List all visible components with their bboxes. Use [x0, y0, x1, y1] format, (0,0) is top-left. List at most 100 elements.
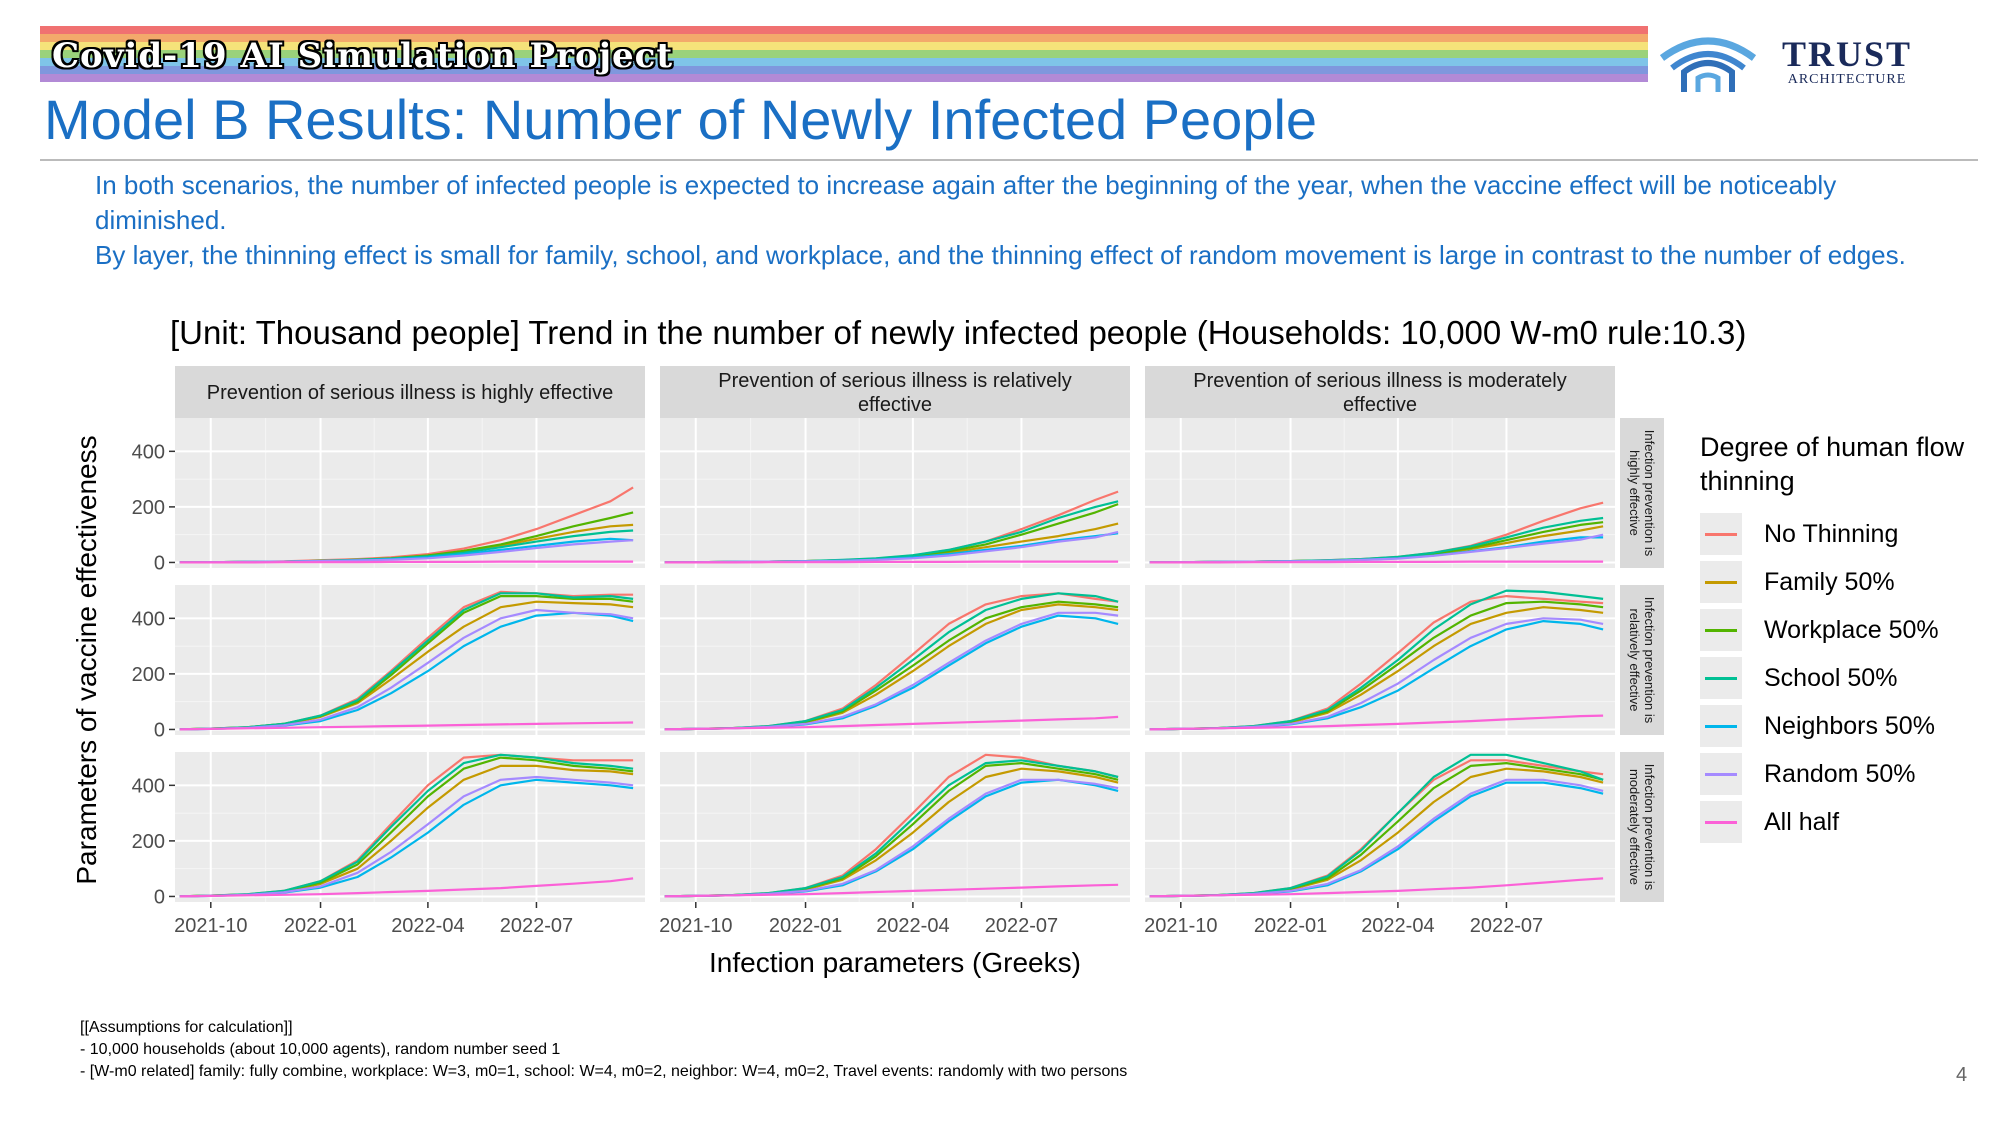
legend-label: Workplace 50%: [1764, 615, 1939, 644]
legend-key: [1700, 561, 1742, 603]
assumptions-line: [[Assumptions for calculation]]: [80, 1019, 293, 1036]
panel-background: [175, 418, 645, 568]
legend-label: Random 50%: [1764, 759, 1916, 788]
y-tick-label: 200: [132, 831, 165, 853]
facet-row-label-line: Infection prevention is: [1642, 597, 1657, 724]
legend-item: All half: [1700, 798, 1970, 846]
legend-label: Neighbors 50%: [1764, 711, 1935, 740]
x-tick-label: 2021-10: [659, 915, 732, 937]
series-line: [664, 715, 1119, 731]
banner-stripe: [40, 26, 1648, 34]
legend-label: Family 50%: [1764, 567, 1895, 596]
panel-background: [1145, 752, 1615, 902]
panel-background: [175, 752, 645, 902]
legend-swatch: [1705, 533, 1737, 536]
y-axis-title: Parameters of vaccine effectiveness: [71, 435, 102, 884]
title-divider: [40, 159, 1978, 161]
panel-background: [660, 585, 1130, 735]
y-tick-label: 400: [132, 608, 165, 630]
panel-background: [1145, 585, 1615, 735]
legend-key: [1700, 609, 1742, 651]
series-line: [1149, 714, 1604, 731]
x-tick-label: 2022-04: [391, 915, 464, 937]
facet-strip: [1620, 752, 1664, 902]
logo-subtitle: ARCHITECTURE: [1787, 72, 1907, 87]
legend-swatch: [1705, 677, 1737, 680]
legend-key: [1700, 513, 1742, 555]
legend-swatch: [1705, 821, 1737, 824]
y-tick-label: 0: [154, 719, 165, 741]
legend-item: Neighbors 50%: [1700, 702, 1970, 750]
facet-strip: [660, 366, 1130, 418]
series-line: [1149, 877, 1604, 898]
x-tick-label: 2022-04: [1361, 915, 1434, 937]
y-tick-label: 0: [154, 886, 165, 908]
facet-row-label-line: Infection prevention is: [1642, 764, 1657, 891]
legend-key: [1700, 753, 1742, 795]
intro-paragraph: By layer, the thinning effect is small f…: [95, 240, 1906, 270]
facet-column-label-line: effective: [858, 394, 932, 416]
page-number: 4: [1956, 1064, 1968, 1086]
logo-name: TRUST: [1782, 34, 1913, 74]
page-title: Model B Results: Number of Newly Infecte…: [44, 88, 1318, 151]
facet-column-label-line: Prevention of serious illness is moderat…: [1193, 370, 1567, 392]
facet-row-label: Infection prevention ishighly effective: [1627, 430, 1657, 557]
facet-row-label: Infection prevention ismoderately effect…: [1627, 764, 1657, 891]
legend-swatch: [1705, 629, 1737, 632]
banner-stripe: [40, 66, 1648, 74]
x-tick-label: 2022-07: [1470, 915, 1543, 937]
panel-background: [660, 418, 1130, 568]
series-line: [664, 883, 1119, 898]
facet-column-label-line: Prevention of serious illness is highly …: [207, 382, 614, 404]
facet-row-label-line: relatively effective: [1627, 608, 1642, 711]
x-tick-label: 2022-07: [985, 915, 1058, 937]
legend-item: No Thinning: [1700, 510, 1970, 558]
legend-key: [1700, 705, 1742, 747]
facet-strip: [1145, 366, 1615, 418]
legend-key: [1700, 657, 1742, 699]
facet-column-label: Prevention of serious illness is moderat…: [1193, 370, 1567, 416]
banner-stripe: [40, 42, 1648, 50]
legend-title: Degree of human flow thinning: [1700, 432, 1965, 496]
panel-background: [1145, 418, 1615, 568]
legend-label: School 50%: [1764, 663, 1898, 692]
series-line: [179, 877, 634, 898]
legend-item: Family 50%: [1700, 558, 1970, 606]
rainbow-banner: [40, 26, 1648, 90]
facet-column-label-line: Prevention of serious illness is relativ…: [718, 370, 1072, 392]
y-tick-label: 400: [132, 441, 165, 463]
assumptions-line: - [W-m0 related] family: fully combine, …: [80, 1063, 1128, 1080]
chart-legend: Degree of human flow thinning No Thinnin…: [1700, 430, 1970, 846]
y-tick-label: 400: [132, 775, 165, 797]
intro-paragraph: In both scenarios, the number of infecte…: [95, 170, 1837, 235]
series-line: [179, 721, 634, 731]
x-tick-label: 2022-01: [769, 915, 842, 937]
x-tick-label: 2022-04: [876, 915, 949, 937]
y-tick-label: 200: [132, 497, 165, 519]
facet-row-label-line: highly effective: [1627, 450, 1642, 536]
facet-row-label: Infection prevention isrelatively effect…: [1627, 597, 1657, 724]
y-tick-label: 200: [132, 664, 165, 686]
x-tick-label: 2021-10: [1144, 915, 1217, 937]
faceted-line-chart: Prevention of serious illness is highly …: [71, 366, 1664, 978]
legend-items: No Thinning Family 50% Workplace 50% School…: [1700, 510, 1970, 846]
series-line: [1149, 560, 1604, 564]
x-tick-label: 2022-07: [500, 915, 573, 937]
banner-stripe: [40, 58, 1648, 66]
legend-swatch: [1705, 581, 1737, 584]
facet-column-label: Prevention of serious illness is highly …: [207, 382, 614, 404]
y-tick-label: 0: [154, 552, 165, 574]
legend-label: All half: [1764, 807, 1840, 836]
trust-architecture-logo-icon: [1659, 37, 1757, 92]
intro-text: In both scenarios, the number of infecte…: [95, 168, 1925, 273]
assumptions-note: [[Assumptions for calculation]] - 10,000…: [80, 1017, 1127, 1083]
legend-swatch: [1705, 725, 1737, 728]
assumptions-line: - 10,000 households (about 10,000 agents…: [80, 1041, 561, 1058]
legend-item: Random 50%: [1700, 750, 1970, 798]
banner-stripe: [40, 50, 1648, 58]
facet-strip: [1620, 418, 1664, 568]
panel-background: [660, 752, 1130, 902]
facet-strip: [1620, 585, 1664, 735]
logo-wordmark: TRUST ARCHITECTURE: [1782, 36, 1912, 88]
series-line: [664, 560, 1119, 564]
